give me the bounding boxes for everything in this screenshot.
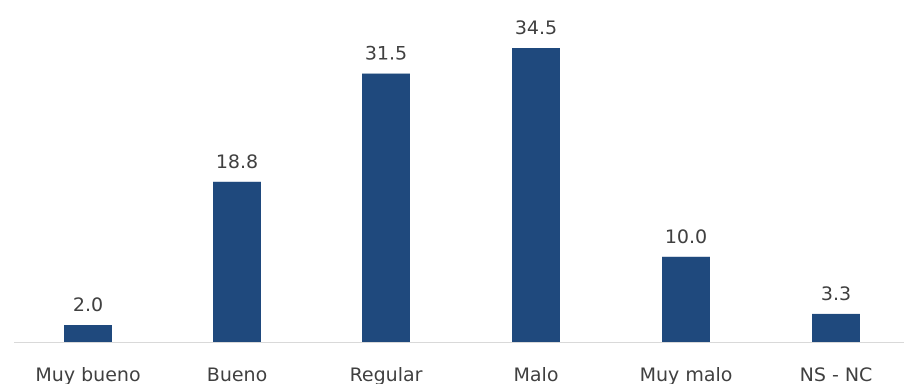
category-labels-group: Muy bueno Bueno Regular Malo Muy malo NS - NC	[35, 364, 872, 384]
bar-bueno	[213, 181, 261, 342]
category-label: Bueno	[207, 364, 267, 384]
category-label: Malo	[514, 364, 559, 384]
bar-ns-nc	[812, 313, 860, 342]
category-label: Muy malo	[640, 364, 733, 384]
bar-muy-malo	[662, 256, 710, 342]
bar-malo	[512, 48, 560, 342]
bar-regular	[362, 73, 410, 342]
data-label: 10.0	[665, 226, 707, 248]
data-label: 2.0	[73, 294, 103, 316]
bars-group	[64, 48, 860, 342]
data-label: 34.5	[515, 17, 557, 39]
category-label: Muy bueno	[35, 364, 140, 384]
category-label: NS - NC	[800, 364, 873, 384]
category-label: Regular	[350, 364, 423, 384]
data-label: 31.5	[365, 43, 407, 65]
data-label: 18.8	[216, 151, 258, 173]
data-label: 3.3	[821, 283, 851, 305]
value-labels-group: 2.0 18.8 31.5 34.5 10.0 3.3	[73, 17, 851, 316]
bar-muy-bueno	[64, 325, 112, 342]
